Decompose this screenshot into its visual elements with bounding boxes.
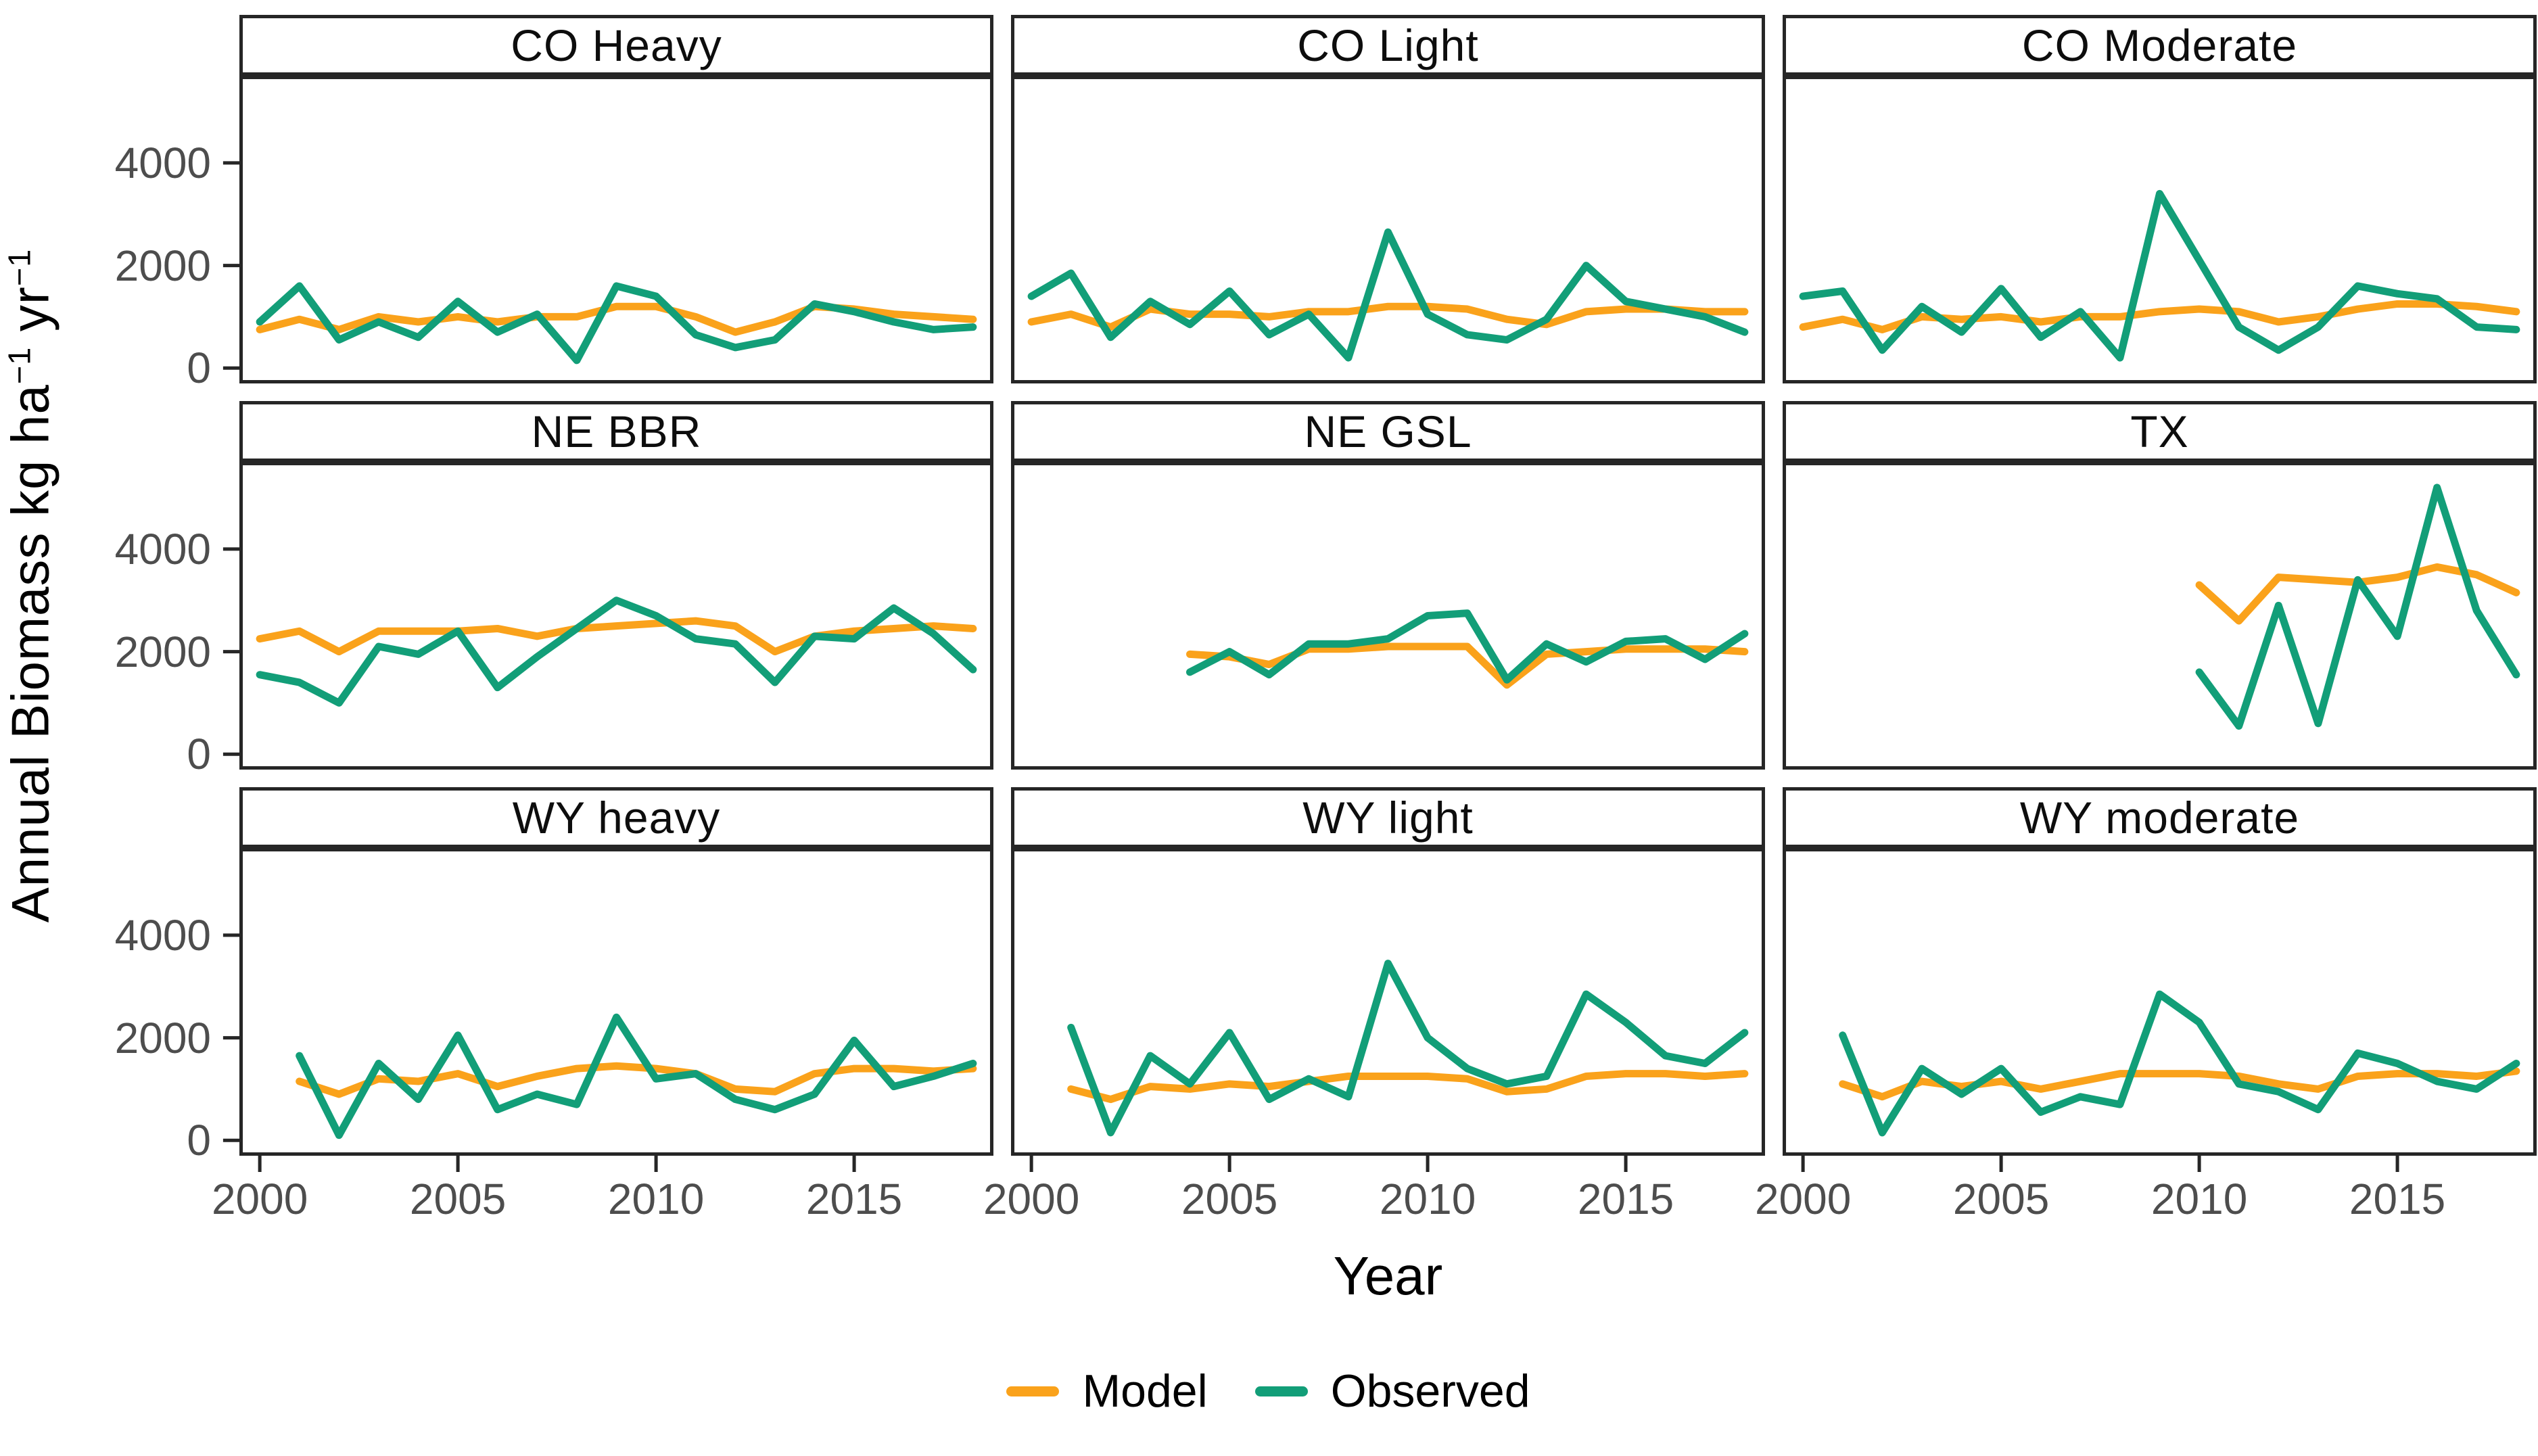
y-tick-labels-row-1: 4000 2000 0 — [78, 15, 222, 390]
x-tick-label: 2000 — [211, 1175, 308, 1223]
facet-plot-svg — [222, 462, 993, 770]
observed-line-swatch — [1254, 1386, 1308, 1396]
x-tick-label: 2005 — [409, 1175, 507, 1223]
y-tick-label: 4000 — [114, 910, 211, 960]
facet-strip-title: CO Light — [1011, 15, 1765, 76]
y-axis-superscript-2: −1 — [1, 248, 37, 286]
y-tick-label: 2000 — [114, 1013, 211, 1062]
facet-strip-title: CO Heavy — [239, 15, 993, 76]
x-tick-labels-col-3: 2000 2005 2010 2015 — [1755, 1173, 2537, 1227]
x-tick-label: 2000 — [1754, 1175, 1852, 1223]
x-tick-label: 2010 — [1379, 1175, 1476, 1223]
facet-ne-gsl: NE GSL — [1011, 401, 1765, 770]
facet-plot-area — [1783, 76, 2537, 383]
legend-item-observed: Observed — [1254, 1365, 1530, 1417]
legend-label-observed: Observed — [1330, 1365, 1530, 1417]
facet-plot-svg — [1783, 462, 2537, 770]
y-tick-labels-row-2: 4000 2000 0 — [78, 401, 222, 776]
facet-plot-svg — [1011, 848, 1765, 1172]
facet-co-heavy: CO Heavy — [222, 15, 993, 383]
facet-plot-area — [1011, 462, 1765, 770]
facet-plot-svg — [1783, 76, 2537, 383]
x-tick-label: 2015 — [2349, 1175, 2446, 1223]
x-tick-labels-col-1: 2000 2005 2010 2015 — [212, 1173, 993, 1227]
facet-strip-title: TX — [1783, 401, 2537, 462]
facet-tx: TX — [1783, 401, 2537, 770]
y-axis-title: Annual Biomass kg ha−1 yr−1 — [0, 248, 62, 922]
y-tick-labels-row-3: 4000 2000 0 — [78, 787, 222, 1162]
facet-plot-area — [1783, 848, 2537, 1172]
facet-strip-title: WY light — [1011, 787, 1765, 848]
legend: Model Observed — [0, 1337, 2537, 1445]
y-axis-title-area: Annual Biomass kg ha−1 yr−1 — [0, 15, 61, 1156]
facet-wy-light: WY light — [1011, 787, 1765, 1172]
facet-plot-svg — [222, 848, 993, 1172]
legend-label-model: Model — [1082, 1365, 1208, 1417]
y-tick-label: 2000 — [114, 241, 211, 290]
x-tick-label: 2005 — [1952, 1175, 2050, 1223]
x-tick-label: 2010 — [607, 1175, 705, 1223]
x-tick-label: 2010 — [2151, 1175, 2248, 1223]
facet-strip-title: WY moderate — [1783, 787, 2537, 848]
facet-plot-svg — [1783, 848, 2537, 1172]
y-axis-title-text-2: yr — [0, 285, 60, 347]
facet-plot-area — [1011, 848, 1765, 1172]
x-tick-label: 2015 — [805, 1175, 903, 1223]
x-axis-title: Year — [1333, 1246, 1443, 1306]
facet-strip-title: WY heavy — [239, 787, 993, 848]
y-tick-label: 4000 — [114, 138, 211, 187]
facet-plot-area — [222, 848, 993, 1172]
x-tick-label: 2005 — [1181, 1175, 1278, 1223]
facet-plot-area — [222, 462, 993, 770]
facet-wy-heavy: WY heavy — [222, 787, 993, 1172]
y-tick-label: 0 — [187, 730, 211, 779]
facet-plot-svg — [1011, 76, 1765, 383]
y-tick-label: 2000 — [114, 627, 211, 676]
y-axis-title-text: Annual Biomass kg ha — [0, 383, 60, 922]
facet-co-moderate: CO Moderate — [1783, 15, 2537, 383]
facet-plot-area — [1783, 462, 2537, 770]
x-tick-label: 2015 — [1577, 1175, 1674, 1223]
y-tick-label: 0 — [187, 344, 211, 393]
y-axis-superscript: −1 — [1, 346, 37, 384]
x-tick-labels-col-2: 2000 2005 2010 2015 — [983, 1173, 1765, 1227]
facet-plot-svg — [1011, 462, 1765, 770]
facet-co-light: CO Light — [1011, 15, 1765, 383]
legend-item-model: Model — [1006, 1365, 1208, 1417]
y-tick-label: 0 — [187, 1116, 211, 1165]
facet-plot-area — [222, 76, 993, 383]
facet-plot-area — [1011, 76, 1765, 383]
facet-wy-moderate: WY moderate — [1783, 787, 2537, 1172]
x-tick-label: 2000 — [983, 1175, 1080, 1223]
facet-ne-bbr: NE BBR — [222, 401, 993, 770]
model-line-swatch — [1006, 1386, 1060, 1396]
facet-strip-title: NE BBR — [239, 401, 993, 462]
facet-strip-title: NE GSL — [1011, 401, 1765, 462]
y-tick-label: 4000 — [114, 524, 211, 573]
facet-strip-title: CO Moderate — [1783, 15, 2537, 76]
x-axis-title-area: Year — [239, 1245, 2537, 1319]
facet-plot-svg — [222, 76, 993, 383]
